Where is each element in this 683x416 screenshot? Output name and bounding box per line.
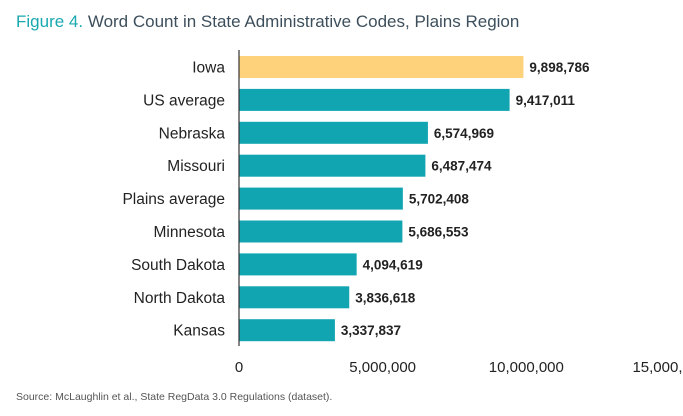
chart-title-text: Word Count in State Administrative Codes… bbox=[87, 12, 520, 31]
source-note: Source: McLaughlin et al., State RegData… bbox=[16, 391, 333, 403]
bar bbox=[239, 121, 428, 144]
category-label: South Dakota bbox=[131, 257, 225, 274]
category-label: Nebraska bbox=[159, 125, 226, 142]
category-label: Plains average bbox=[122, 191, 225, 208]
bar bbox=[239, 187, 403, 210]
data-label: 9,417,011 bbox=[516, 93, 576, 108]
bar bbox=[239, 253, 357, 276]
bar bbox=[239, 286, 350, 309]
x-tick-label: 15,000,000 bbox=[632, 359, 683, 376]
chart-title: Figure 4. Word Count in State Administra… bbox=[16, 12, 520, 31]
category-label: Iowa bbox=[192, 60, 225, 77]
data-label: 3,836,618 bbox=[355, 290, 416, 305]
x-tick-label: 10,000,000 bbox=[489, 359, 564, 376]
data-label: 5,686,553 bbox=[408, 225, 469, 240]
data-label: 6,487,474 bbox=[431, 159, 492, 174]
data-label: 5,702,408 bbox=[409, 192, 470, 207]
data-label: 9,898,786 bbox=[529, 60, 590, 75]
category-label: Missouri bbox=[167, 158, 225, 175]
data-label: 6,574,969 bbox=[434, 126, 494, 141]
bar bbox=[239, 56, 524, 78]
data-label: 4,094,619 bbox=[363, 257, 423, 272]
category-label: US average bbox=[143, 92, 225, 109]
category-label: North Dakota bbox=[134, 290, 226, 307]
category-label: Kansas bbox=[173, 323, 225, 340]
x-tick-label: 0 bbox=[235, 359, 243, 376]
bar bbox=[239, 88, 510, 111]
data-label: 3,337,837 bbox=[341, 323, 401, 338]
bar bbox=[239, 154, 426, 177]
category-label: Minnesota bbox=[153, 224, 225, 241]
figure-label: Figure 4 bbox=[16, 12, 79, 31]
x-tick-label: 5,000,000 bbox=[349, 359, 416, 376]
bar bbox=[239, 319, 335, 342]
bar bbox=[239, 220, 403, 243]
